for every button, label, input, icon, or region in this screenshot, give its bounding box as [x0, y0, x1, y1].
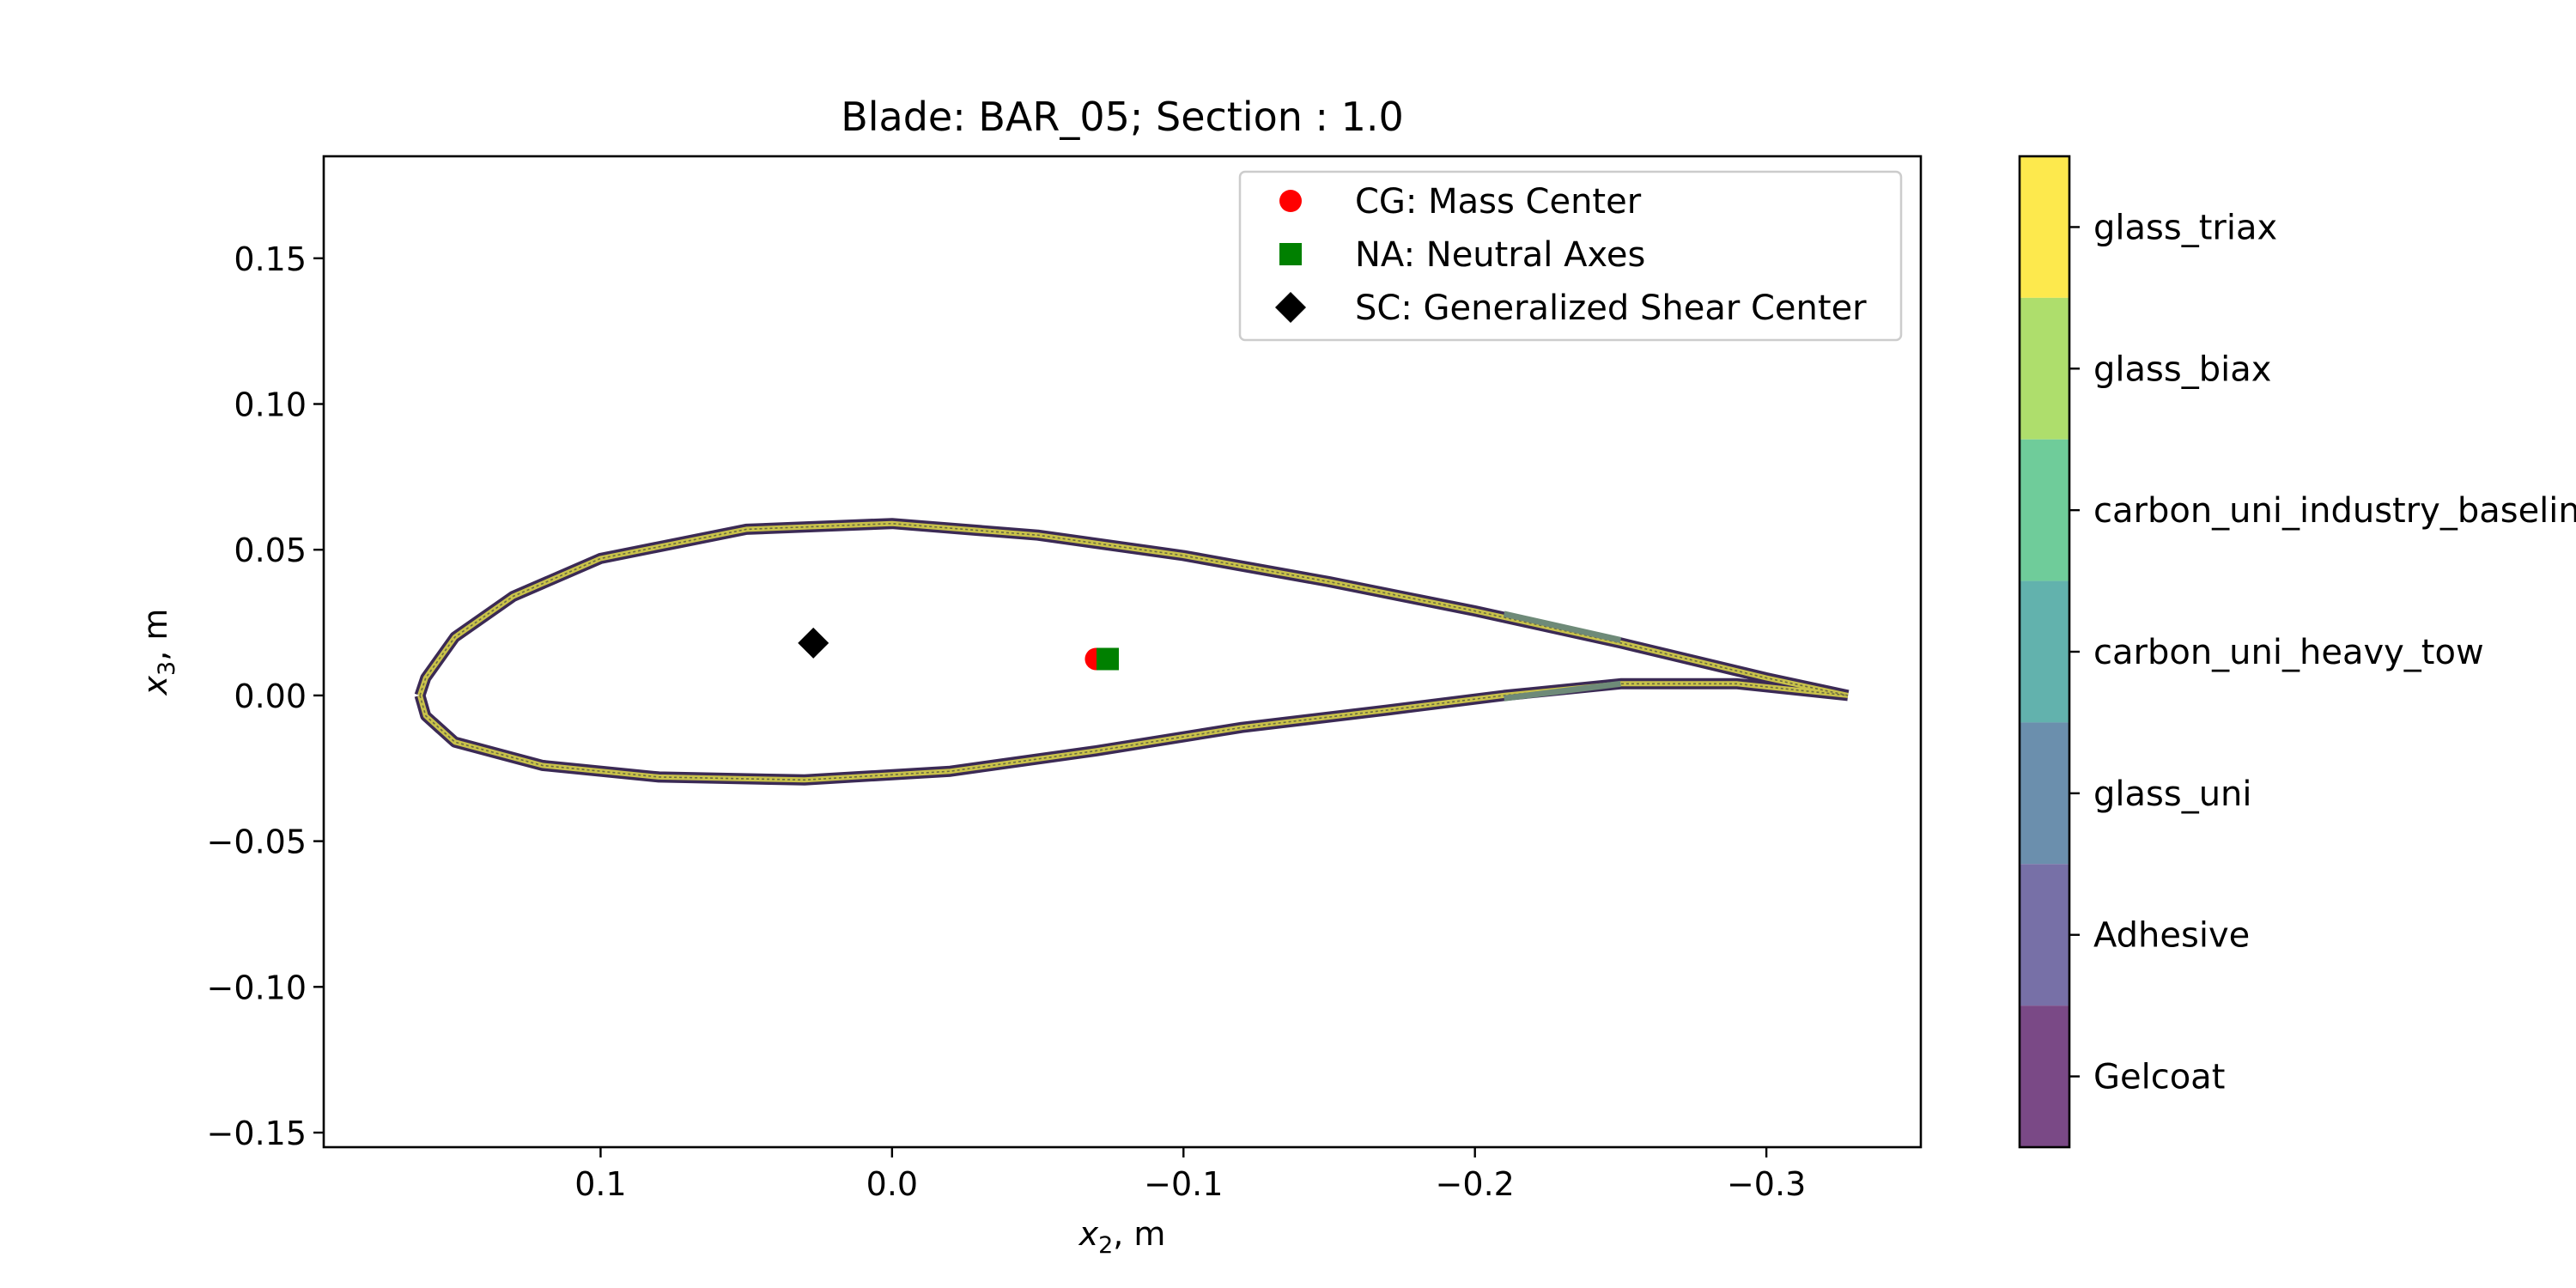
legend-label: SC: Generalized Shear Center — [1355, 289, 1867, 328]
colorbar: glass_triax glass_biax carbon_uni_industry… — [2018, 155, 2576, 1149]
y-tick-label: −0.15 — [207, 1115, 307, 1152]
colorbar-label: carbon_uni_industry_baseline — [2093, 491, 2576, 531]
colorbar-segment — [2020, 297, 2069, 440]
legend-items: CG: Mass Center NA: Neutral Axes SC: Gener… — [1275, 182, 1867, 328]
colorbar-segment — [2020, 722, 2069, 865]
na-point — [1097, 647, 1120, 671]
x-tick-label: −0.2 — [1436, 1165, 1515, 1203]
colorbar-label: carbon_uni_heavy_tow — [2093, 633, 2484, 672]
colorbar-segment — [2020, 156, 2069, 298]
spar-cap-upper — [1503, 611, 1622, 643]
legend-marker-square — [1279, 243, 1302, 265]
x-axis-ticks: 0.1 0.0 −0.1 −0.2 −0.3 — [574, 1147, 1806, 1203]
x-axis-unit: , m — [1113, 1215, 1165, 1253]
y-tick-label: 0.10 — [234, 386, 307, 424]
y-axis-symbol: x — [137, 675, 174, 696]
legend-marker-diamond — [1275, 292, 1306, 323]
x-tick-label: −0.1 — [1144, 1165, 1223, 1203]
colorbar-label: Adhesive — [2093, 916, 2250, 956]
colorbar-segment — [2020, 580, 2069, 723]
x-axis-subscript: 2 — [1098, 1232, 1113, 1259]
colorbar-segment — [2020, 439, 2069, 581]
airfoil-profile — [414, 518, 1850, 786]
legend-marker-circle — [1279, 190, 1302, 212]
chart-title: Blade: BAR_05; Section : 1.0 — [841, 94, 1404, 140]
x-tick-label: −0.3 — [1727, 1165, 1806, 1203]
sc-point — [798, 627, 829, 659]
y-axis-unit: , m — [137, 609, 174, 661]
y-axis-ticks: 0.15 0.10 0.05 0.00 −0.05 −0.10 −0.15 — [207, 240, 324, 1152]
plot-area — [322, 155, 1923, 1149]
legend-label: NA: Neutral Axes — [1355, 235, 1645, 275]
colorbar-label: Gelcoat — [2093, 1058, 2225, 1097]
x-tick-label: 0.0 — [866, 1165, 918, 1203]
plot-frame — [322, 155, 1923, 1149]
x-axis-label: x2, m — [1078, 1215, 1166, 1259]
y-tick-label: 0.15 — [234, 240, 307, 278]
spar-cap-lower — [1504, 680, 1621, 702]
colorbar-label: glass_uni — [2093, 775, 2252, 814]
legend-label: CG: Mass Center — [1355, 182, 1642, 222]
colorbar-segment — [2020, 1005, 2069, 1147]
y-tick-label: 0.05 — [234, 532, 307, 569]
y-axis-subscript: 3 — [154, 661, 180, 676]
y-tick-label: −0.05 — [207, 823, 307, 861]
colorbar-segment — [2020, 864, 2069, 1006]
legend: CG: Mass Center NA: Neutral Axes SC: Gener… — [1238, 170, 1903, 342]
y-tick-label: −0.10 — [207, 969, 307, 1006]
x-tick-label: 0.1 — [574, 1165, 626, 1203]
profile-outer-layer — [414, 518, 1850, 786]
legend-box — [1238, 170, 1903, 342]
y-tick-label: 0.00 — [234, 677, 307, 715]
data-points — [798, 627, 1120, 671]
x-axis-symbol: x — [1078, 1215, 1099, 1253]
colorbar-label: glass_biax — [2093, 349, 2271, 389]
colorbar-frame — [2018, 155, 2071, 1149]
y-axis-label: x3, m — [137, 609, 180, 696]
colorbar-label: glass_triax — [2093, 208, 2277, 247]
